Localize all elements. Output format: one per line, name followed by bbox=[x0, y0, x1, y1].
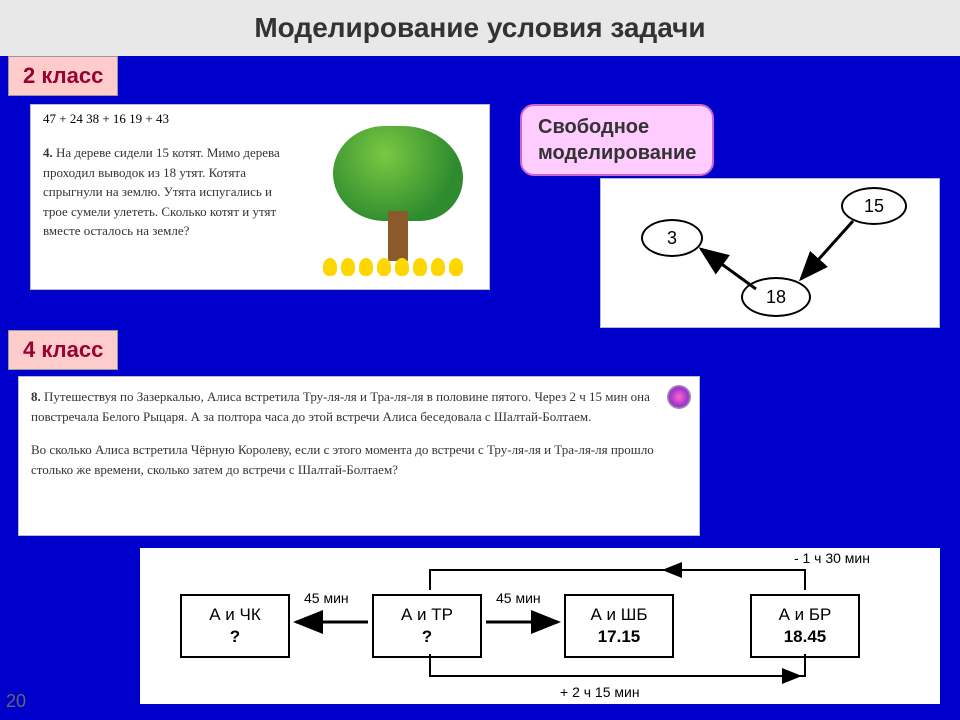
free-modeling-l1: Свободное bbox=[538, 116, 649, 138]
title-bar: Моделирование условия задачи bbox=[0, 0, 960, 56]
grade2-label: 2 класс bbox=[8, 56, 118, 96]
problem4-panel: 8. Путешествуя по Зазеркалью, Алиса встр… bbox=[18, 376, 700, 536]
tree-illustration bbox=[313, 121, 483, 281]
grade4-label: 4 класс bbox=[8, 330, 118, 370]
problem4-p1-wrap: 8. Путешествуя по Зазеркалью, Алиса встр… bbox=[19, 377, 699, 436]
problem4-p1: Путешествуя по Зазеркалью, Алиса встрети… bbox=[31, 389, 650, 424]
oval-diagram: 3 15 18 bbox=[600, 178, 940, 328]
problem2-num: 4. bbox=[43, 145, 53, 160]
problem2-text: 4. На дереве сидели 15 котят. Мимо дерев… bbox=[31, 133, 306, 251]
page-title: Моделирование условия задачи bbox=[254, 12, 705, 44]
problem4-p2: Во сколько Алиса встретила Чёрную Короле… bbox=[19, 436, 699, 489]
free-modeling-l2: моделирование bbox=[538, 142, 696, 164]
problem4-num: 8. bbox=[31, 389, 41, 404]
problem2-body: На дереве сидели 15 котят. Мимо дерева п… bbox=[43, 145, 280, 238]
tree-crown bbox=[333, 126, 463, 221]
ducks-row bbox=[323, 246, 473, 276]
timeline-panel: - 1 ч 30 мин А и ЧК ? А и ТР ? А и ШБ 17… bbox=[140, 548, 940, 704]
free-modeling-label: Свободное моделирование bbox=[520, 104, 714, 176]
slide-number: 20 bbox=[6, 691, 26, 712]
swirl-icon bbox=[667, 385, 691, 409]
oval-arrows bbox=[601, 179, 941, 329]
timeline-arrows bbox=[140, 548, 940, 704]
problem2-panel: 47 + 24 38 + 16 19 + 43 4. На дереве сид… bbox=[30, 104, 490, 290]
